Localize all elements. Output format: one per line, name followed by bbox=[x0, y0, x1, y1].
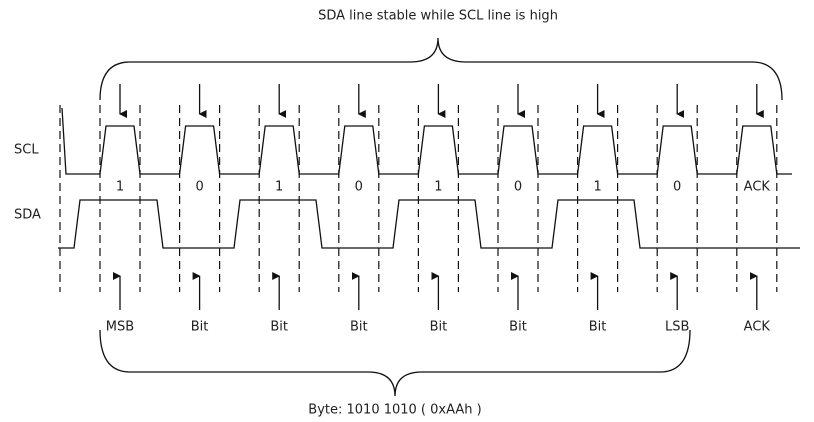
caption: Byte: 1010 1010 ( 0xAAh ) bbox=[308, 403, 481, 418]
bit-label: ACK bbox=[744, 320, 771, 335]
bit-value: 1 bbox=[275, 180, 283, 195]
bit-label: Bit bbox=[430, 320, 448, 335]
title: SDA line stable while SCL line is high bbox=[318, 9, 558, 24]
bottom-brace bbox=[99, 329, 691, 397]
bit-label: Bit bbox=[509, 320, 527, 335]
sda-waveform bbox=[58, 199, 800, 249]
bit-label: MSB bbox=[106, 320, 134, 335]
bit-label: Bit bbox=[270, 320, 288, 335]
bit-value: ACK bbox=[744, 180, 771, 195]
scl-waveform bbox=[61, 107, 792, 175]
bit-label: LSB bbox=[665, 320, 689, 335]
top-brace bbox=[99, 37, 783, 101]
bit-value: 0 bbox=[514, 180, 522, 195]
bit-label: Bit bbox=[350, 320, 368, 335]
signal-label: SCL bbox=[14, 143, 39, 158]
bit-value: 0 bbox=[195, 180, 203, 195]
bit-value: 1 bbox=[434, 180, 442, 195]
bit-label: Bit bbox=[191, 320, 209, 335]
bit-value: 0 bbox=[673, 180, 681, 195]
bit-value: 1 bbox=[593, 180, 601, 195]
bit-label: Bit bbox=[589, 320, 607, 335]
bit-value: 0 bbox=[355, 180, 363, 195]
bit-value: 1 bbox=[116, 180, 124, 195]
signal-label: SDA bbox=[14, 208, 41, 223]
